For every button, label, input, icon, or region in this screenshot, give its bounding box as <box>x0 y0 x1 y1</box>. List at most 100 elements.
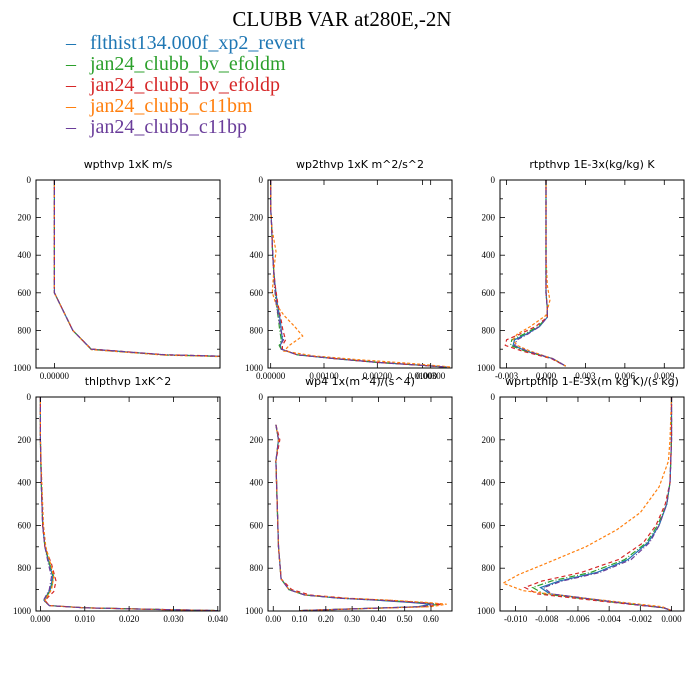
series-line <box>53 180 220 357</box>
y-tick-label: 200 <box>482 435 496 445</box>
y-tick-label: 800 <box>482 325 496 335</box>
y-tick-label: 800 <box>482 563 496 573</box>
x-tick-label: 0.30 <box>344 614 360 624</box>
legend-label: flthist134.000f_xp2_revert <box>90 32 305 54</box>
figure-title: CLUBB VAR at280E,-2N <box>232 7 451 31</box>
y-tick-label: 400 <box>250 478 264 488</box>
x-tick-label: 0.030 <box>163 614 184 624</box>
series-line <box>275 424 439 611</box>
legend-marker: – <box>65 32 77 54</box>
x-tick-label: 0.003 <box>575 371 596 381</box>
y-tick-label: 1000 <box>245 606 264 616</box>
y-tick-label: 200 <box>18 213 32 223</box>
y-tick-label: 600 <box>482 288 496 298</box>
x-tick-label: 0.40 <box>371 614 387 624</box>
plot-frame <box>35 179 221 369</box>
y-tick-label: 600 <box>250 520 264 530</box>
y-tick-label: 200 <box>250 213 264 223</box>
series-line <box>542 397 673 611</box>
x-tick-label: 0.20 <box>318 614 334 624</box>
x-tick-label: -0.006 <box>566 614 590 624</box>
y-tick-label: 200 <box>482 213 496 223</box>
y-tick-label: 800 <box>250 325 264 335</box>
x-tick-label: 0.00000 <box>256 371 286 381</box>
legend-entry: – flthist134.000f_xp2_revert <box>65 32 305 54</box>
x-tick-label: 0.60 <box>423 614 439 624</box>
x-tick-label: -0.003 <box>495 371 519 381</box>
x-tick-label: 0.01000 <box>408 371 438 381</box>
x-tick-label: 0.000 <box>661 614 682 624</box>
y-tick-label: 800 <box>250 563 264 573</box>
legend-entry: – jan24_clubb_c11bp <box>65 116 247 138</box>
legend-marker: – <box>65 95 77 117</box>
profile-panel: wprtpthlp 1-E-3x(m kg K)/(s kg) 0 200 400 60… <box>477 375 685 624</box>
panel-title: wpthvp 1xK m/s <box>84 158 173 171</box>
series-line <box>39 397 218 611</box>
y-tick-label: 0 <box>27 175 32 185</box>
series-line <box>39 397 218 611</box>
panel-title: wprtpthlp 1-E-3x(m kg K)/(s kg) <box>505 375 679 388</box>
y-tick-label: 400 <box>482 478 496 488</box>
x-tick-label: 0.010 <box>75 614 96 624</box>
legend-marker: – <box>65 53 77 75</box>
y-tick-label: 600 <box>18 288 32 298</box>
y-tick-label: 200 <box>250 435 264 445</box>
series-line <box>513 180 566 367</box>
y-tick-label: 1000 <box>13 606 32 616</box>
series-line <box>275 424 434 611</box>
series-line <box>53 180 220 357</box>
x-tick-label: -0.008 <box>535 614 559 624</box>
y-tick-label: 600 <box>18 520 32 530</box>
y-tick-label: 0 <box>491 175 496 185</box>
y-tick-label: 0 <box>27 392 32 402</box>
y-tick-label: 400 <box>18 478 32 488</box>
y-tick-label: 800 <box>18 325 32 335</box>
y-tick-label: 0 <box>259 175 264 185</box>
x-tick-label: 0.040 <box>208 614 229 624</box>
y-tick-label: 800 <box>18 563 32 573</box>
x-tick-label: 0.00200 <box>363 371 393 381</box>
series-line <box>512 180 566 367</box>
y-tick-label: 0 <box>491 392 496 402</box>
panel-title: thlpthvp 1xK^2 <box>85 375 172 388</box>
plot-frame <box>267 396 453 612</box>
series-line <box>275 424 447 611</box>
series-line <box>53 180 220 357</box>
legend-label: jan24_clubb_bv_efoldm <box>89 53 286 75</box>
x-tick-label: 0.000 <box>30 614 51 624</box>
series-line <box>270 180 447 368</box>
x-tick-label: 0.020 <box>119 614 140 624</box>
series-line <box>275 424 442 611</box>
legend-marker: – <box>65 116 77 138</box>
legend: – flthist134.000f_xp2_revert – jan24_clu… <box>65 32 305 138</box>
x-tick-label: -0.010 <box>504 614 528 624</box>
legend-label: jan24_clubb_c11bp <box>89 116 247 138</box>
series-line <box>501 397 673 611</box>
x-tick-label: 0.10 <box>292 614 308 624</box>
series-line <box>53 180 220 358</box>
series-line <box>523 397 673 611</box>
series-line <box>53 180 220 358</box>
y-tick-label: 400 <box>18 250 32 260</box>
series-line <box>531 397 673 611</box>
plot-frame <box>499 179 685 369</box>
y-tick-label: 400 <box>250 250 264 260</box>
y-tick-label: 1000 <box>477 606 496 616</box>
legend-label: jan24_clubb_bv_efoldp <box>89 74 280 96</box>
legend-entry: – jan24_clubb_bv_efoldp <box>65 74 280 96</box>
series-line <box>275 424 432 611</box>
y-tick-label: 600 <box>250 288 264 298</box>
legend-marker: – <box>65 74 77 96</box>
series-line <box>270 180 447 368</box>
y-tick-label: 400 <box>482 250 496 260</box>
legend-entry: – jan24_clubb_bv_efoldm <box>65 53 286 75</box>
x-tick-label: -0.004 <box>598 614 622 624</box>
profile-panel: rtpthvp 1E-3x(kg/kg) K 0 200 400 600 800 1000-… <box>477 158 685 381</box>
x-tick-label: 0.009 <box>654 371 675 381</box>
plot-frame <box>35 396 221 612</box>
series-line <box>270 180 447 368</box>
